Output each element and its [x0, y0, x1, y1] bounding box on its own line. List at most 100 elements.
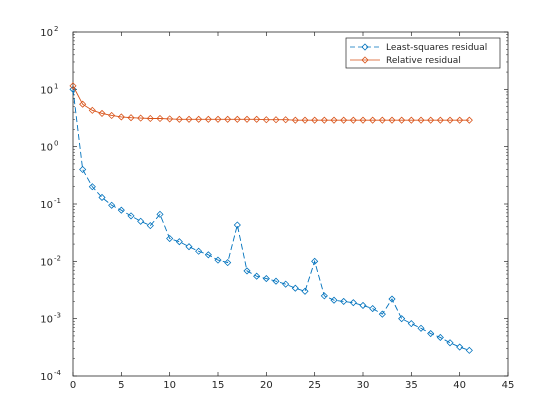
y-tick-base: 10: [40, 315, 53, 326]
data-point: [359, 116, 367, 124]
y-tick-label: 10 2: [40, 25, 58, 39]
y-tick-base: 10: [40, 85, 53, 96]
data-point: [69, 82, 77, 90]
data-point: [388, 116, 396, 124]
data-point: [446, 116, 454, 124]
y-tick-exponent: -3: [54, 312, 61, 320]
data-point: [88, 183, 96, 191]
y-tick-exponent: 2: [54, 25, 58, 33]
x-tick-label: 25: [308, 380, 321, 391]
x-tick-label: 45: [502, 380, 515, 391]
data-point: [436, 116, 444, 124]
y-tick-exponent: -2: [54, 254, 61, 262]
data-point: [233, 115, 241, 123]
data-point: [204, 251, 212, 259]
data-point: [330, 296, 338, 304]
data-point: [185, 115, 193, 123]
data-point: [436, 333, 444, 342]
data-point: [272, 116, 280, 124]
data-point: [79, 165, 87, 174]
data-point: [137, 217, 145, 225]
y-tick-label: 10 1: [40, 82, 58, 96]
data-point: [340, 116, 348, 124]
x-tick-label: 40: [453, 380, 466, 391]
x-tick-label: 0: [70, 380, 76, 391]
data-point: [301, 116, 309, 124]
legend-label-relative: Relative residual: [386, 56, 461, 66]
data-point: [156, 210, 164, 218]
data-point: [301, 287, 309, 295]
data-point: [456, 116, 464, 124]
data-point: [330, 116, 338, 124]
data-point: [465, 346, 473, 354]
data-point: [311, 257, 319, 265]
data-point: [282, 280, 290, 288]
data-point: [456, 343, 464, 351]
data-point: [108, 201, 116, 209]
data-point: [359, 301, 367, 310]
data-point: [146, 222, 154, 230]
data-point: [320, 292, 328, 300]
data-point: [146, 114, 154, 123]
data-point: [369, 305, 377, 313]
legend-label-least-squares: Least-squares residual: [386, 43, 487, 53]
legend: Least-squares residual Relative residual: [345, 37, 501, 69]
y-tick-exponent: -1: [54, 197, 61, 205]
y-tick-base: 10: [40, 372, 53, 383]
data-point: [340, 297, 348, 305]
data-point: [166, 234, 174, 243]
data-point: [79, 100, 87, 108]
y-tick-base: 10: [40, 257, 53, 268]
data-point: [166, 115, 174, 123]
data-point: [127, 212, 135, 220]
data-point: [291, 116, 299, 124]
data-point: [204, 115, 212, 123]
data-point: [69, 85, 77, 93]
legend-marker-relative: [361, 56, 369, 64]
data-point: [417, 116, 425, 124]
data-point: [465, 116, 473, 124]
data-point: [195, 115, 203, 123]
data-point: [427, 116, 435, 124]
data-point: [253, 272, 261, 280]
data-point: [127, 114, 135, 122]
data-point: [262, 275, 270, 283]
x-tick-label: 5: [118, 380, 124, 391]
x-tick-label: 10: [163, 380, 176, 391]
y-tick-exponent: -4: [54, 369, 62, 377]
series-layer: [69, 82, 473, 354]
data-point: [98, 109, 106, 117]
series-line: [72, 85, 470, 121]
data-point: [291, 284, 299, 292]
data-point: [175, 115, 183, 123]
data-point: [349, 299, 357, 307]
y-tick-base: 10: [40, 143, 53, 154]
data-point: [388, 295, 396, 303]
data-point: [175, 238, 183, 246]
data-point: [243, 115, 251, 123]
data-point: [378, 116, 386, 124]
data-point: [282, 116, 290, 124]
x-tick-label: 30: [357, 380, 370, 391]
data-point: [214, 256, 222, 264]
data-point: [398, 116, 406, 124]
x-axis-ticks: 0 5 10 15 20 25 30 35 40 45: [70, 32, 515, 391]
data-point: [195, 247, 203, 255]
data-point: [417, 324, 425, 332]
data-point: [117, 113, 125, 121]
data-point: [98, 193, 106, 202]
y-tick-exponent: 0: [54, 140, 58, 148]
y-tick-base: 10: [40, 200, 53, 211]
data-point: [407, 116, 415, 124]
x-tick-label: 35: [405, 380, 418, 391]
data-point: [349, 116, 357, 124]
y-tick-exponent: 1: [54, 82, 58, 90]
data-point: [262, 116, 270, 124]
data-point: [214, 115, 222, 123]
data-point: [88, 106, 96, 114]
data-point: [233, 221, 241, 229]
data-point: [137, 114, 145, 122]
data-point: [378, 310, 386, 318]
